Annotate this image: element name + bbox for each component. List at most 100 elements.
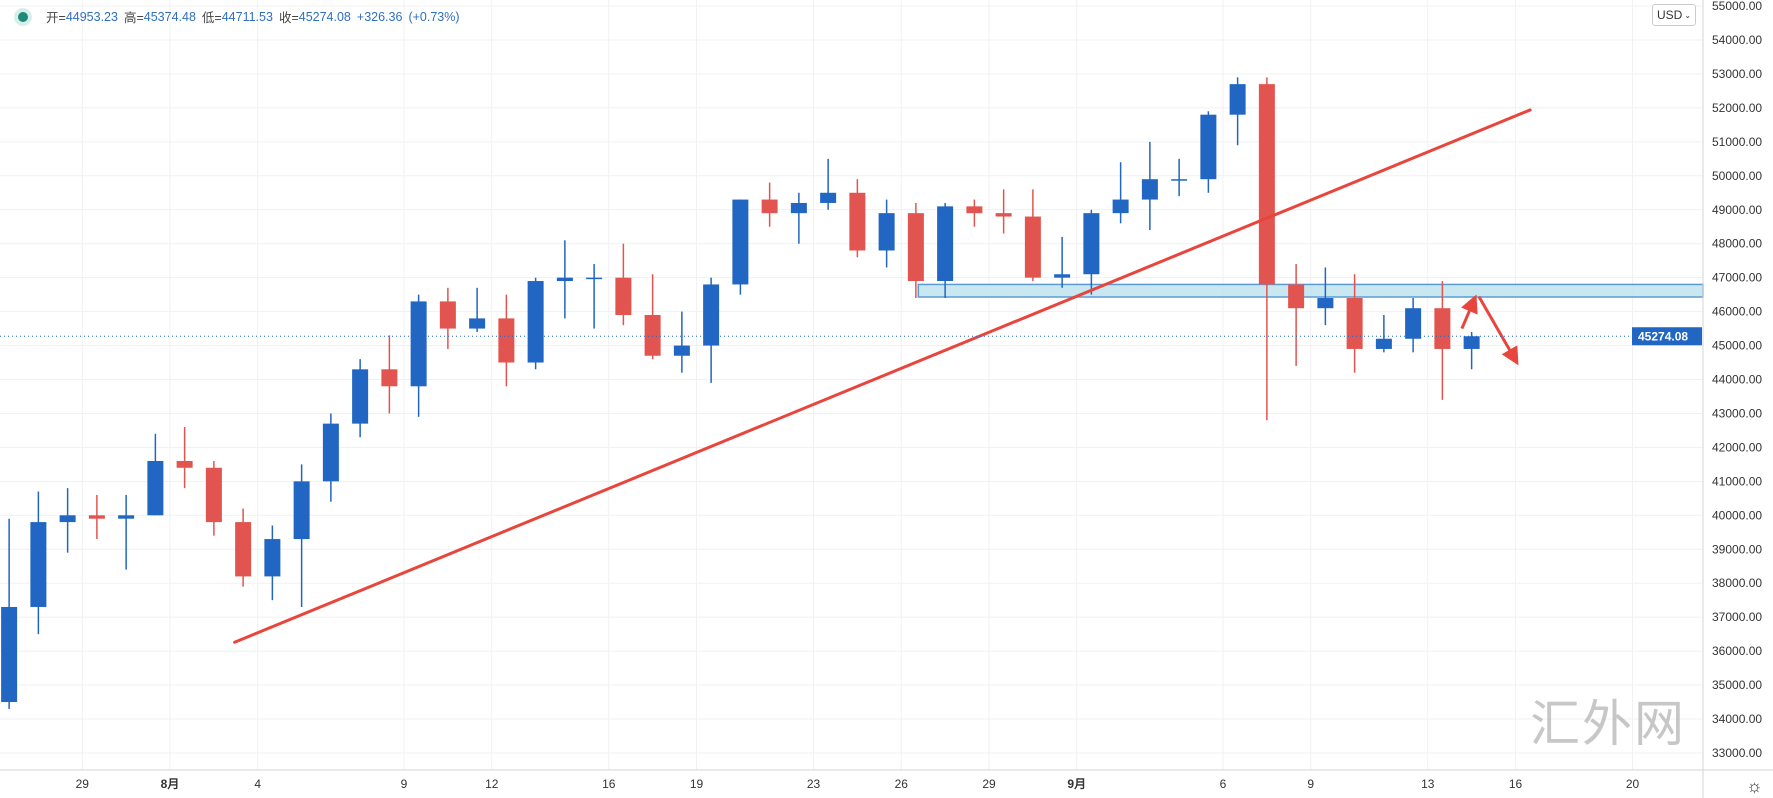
candle <box>790 192 807 244</box>
time-tick-label: 8月 <box>161 777 180 791</box>
arrow-annotation[interactable] <box>1477 295 1519 366</box>
time-tick-label: 9 <box>401 777 408 791</box>
chevron-down-icon: ⌄ <box>1684 10 1692 20</box>
trendline[interactable] <box>233 108 1532 644</box>
open-value: 44953.23 <box>65 9 118 24</box>
candle <box>1024 189 1041 282</box>
candle <box>995 189 1012 234</box>
candle <box>586 264 603 329</box>
time-tick-label: 6 <box>1220 777 1227 791</box>
time-axis[interactable]: 29 8月 4 9 12 16 19 23 26 29 9月 6 9 13 16 20 <box>76 777 1640 791</box>
time-tick-label: 9 <box>1307 777 1314 791</box>
candle <box>615 243 632 326</box>
arrow-annotation[interactable] <box>1460 294 1478 330</box>
price-tick-label: 44000.00 <box>1712 373 1762 387</box>
candle-body <box>176 460 193 468</box>
candle-body <box>1171 179 1188 181</box>
candle-body <box>1317 298 1334 309</box>
watermark: 汇外网 <box>1530 695 1686 753</box>
candle-body <box>352 369 369 424</box>
candle <box>732 199 749 295</box>
candle-body <box>1463 336 1480 349</box>
price-tick-label: 50000.00 <box>1712 169 1762 183</box>
candle-body <box>1054 274 1071 278</box>
candle <box>1200 111 1217 193</box>
price-axis[interactable]: 55000.00 54000.00 53000.00 52000.00 51000.00… <box>1712 0 1762 760</box>
price-tick-label: 49000.00 <box>1712 203 1762 217</box>
time-tick-label: 13 <box>1421 777 1435 791</box>
price-tick-label: 47000.00 <box>1712 271 1762 285</box>
candle <box>1405 298 1422 353</box>
candle <box>966 199 983 227</box>
candle <box>644 274 661 360</box>
time-tick-label: 19 <box>690 777 704 791</box>
time-tick-label: 29 <box>76 777 90 791</box>
candle <box>1054 236 1071 288</box>
candle <box>1229 77 1246 146</box>
candle <box>1346 274 1363 373</box>
settings-gear-icon[interactable]: ☼ <box>1746 776 1763 796</box>
candle <box>1463 331 1480 370</box>
change-value: +326.36 <box>356 9 403 24</box>
price-tick-label: 53000.00 <box>1712 67 1762 81</box>
candle-body <box>673 345 690 356</box>
zone-rectangle[interactable] <box>917 283 1704 298</box>
candle <box>673 311 690 373</box>
candle-body <box>1024 216 1041 278</box>
price-tick-label: 34000.00 <box>1712 712 1762 726</box>
low-value: 44711.53 <box>221 9 273 24</box>
candle <box>907 202 924 299</box>
candle <box>1083 209 1100 295</box>
candle-body <box>995 213 1012 217</box>
candles <box>1 77 1480 709</box>
candle-body <box>878 213 895 251</box>
ohlc-legend: 开= 44953.23 高= 45374.48 低= 44711.53 收= 45274… <box>14 7 466 26</box>
candle <box>118 494 135 570</box>
candle <box>322 413 339 502</box>
candle <box>59 488 76 553</box>
candle <box>410 294 427 417</box>
price-tick-label: 51000.00 <box>1712 135 1762 149</box>
change-percent: (+0.73%) <box>408 9 460 24</box>
candle <box>1 518 18 709</box>
price-tick-label: 35000.00 <box>1712 678 1762 692</box>
candle <box>878 199 895 268</box>
candle <box>937 202 954 299</box>
annotations[interactable] <box>233 108 1532 644</box>
support-resistance-zone[interactable] <box>917 283 1704 298</box>
open-label: 开= <box>46 11 66 25</box>
candle-body <box>1200 114 1217 180</box>
candle <box>176 427 193 489</box>
candle <box>761 182 778 227</box>
currency-label: USD <box>1656 8 1683 22</box>
price-tick-label: 55000.00 <box>1712 0 1762 13</box>
current-price-label: 45274.08 <box>1638 330 1688 344</box>
candle <box>1288 264 1305 366</box>
candle-body <box>527 281 544 363</box>
candle <box>498 294 515 387</box>
candle-body <box>59 515 76 523</box>
candle <box>30 491 47 635</box>
time-tick-label: 12 <box>485 777 499 791</box>
time-tick-label: 29 <box>982 777 996 791</box>
candle-body <box>1405 308 1422 339</box>
current-price-badge <box>1632 327 1702 346</box>
price-tick-label: 37000.00 <box>1712 610 1762 624</box>
currency-select-button[interactable]: USD ⌄ <box>1652 4 1696 26</box>
candle <box>1112 162 1129 224</box>
candle-body <box>439 301 456 329</box>
candle <box>205 460 222 536</box>
price-tick-label: 41000.00 <box>1712 474 1762 488</box>
grid <box>0 0 1703 770</box>
candle-body <box>556 277 573 282</box>
price-tick-label: 42000.00 <box>1712 440 1762 454</box>
time-tick-label: 20 <box>1626 777 1640 791</box>
candle-body <box>1434 308 1451 349</box>
candle-body <box>1141 179 1158 200</box>
candle <box>1258 77 1275 421</box>
candle-body <box>147 460 164 516</box>
close-value: 45274.08 <box>298 9 351 24</box>
candle-body <box>1346 298 1363 349</box>
candle-body <box>586 277 603 280</box>
